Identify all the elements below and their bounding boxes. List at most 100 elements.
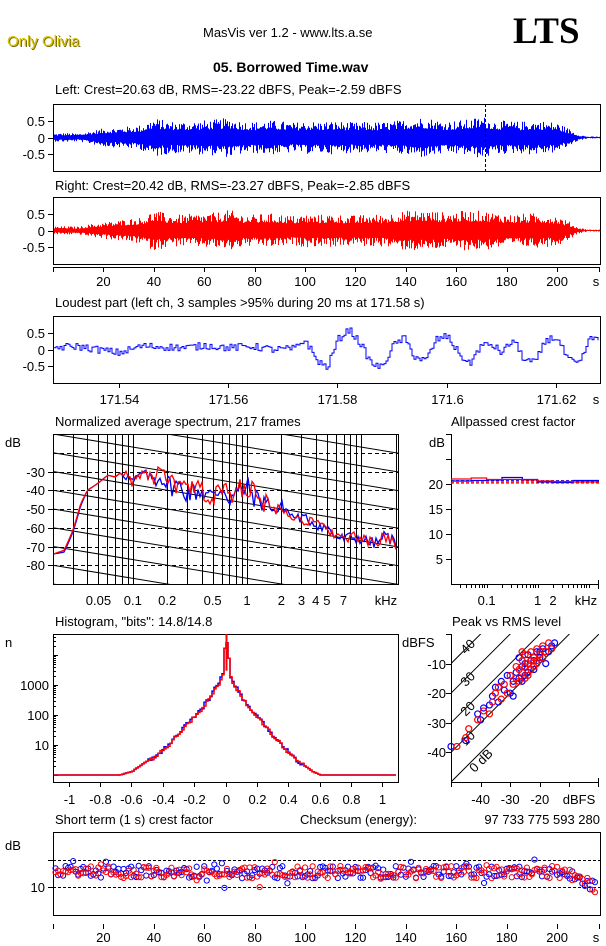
spectrum-frame [53, 434, 399, 585]
short-crest-point-right [564, 872, 571, 879]
short-crest-point-right [307, 871, 314, 878]
right-waveform-title: Right: Crest=20.42 dB, RMS=-23.27 dBFS, … [55, 178, 411, 193]
short-crest-point-left [279, 863, 286, 870]
short-crest-point-right [291, 874, 299, 881]
time-axis-label: 200 [546, 274, 568, 289]
short-crest-point-right [480, 869, 488, 876]
peak-rms-ytick-label: -20 [427, 686, 446, 701]
peak-rms-diag-label: 30 [457, 669, 478, 690]
short-crest-point-right [143, 864, 150, 871]
time-axis-label: 100 [294, 274, 316, 289]
time-axis-label: 80 [247, 274, 261, 289]
left-waveform-frame [53, 104, 601, 172]
peak-rms-ytick-label: -30 [427, 716, 446, 731]
short-crest-point-right [312, 874, 319, 881]
short-crest-point-right [501, 873, 508, 880]
histogram-xtick-label: 0.2 [248, 792, 266, 807]
peak-rms-point-left [530, 665, 538, 674]
short-crest-point-right [70, 866, 77, 873]
peak-rms-xtick-label: -40 [471, 792, 490, 807]
spectrum-xtick-label: 7 [340, 593, 347, 608]
histogram-xtick-label: 0.8 [342, 792, 360, 807]
short-crest-ylabel: dB [5, 838, 21, 853]
short-crest-point-left [70, 858, 77, 865]
short-crest-point-right [493, 863, 500, 870]
short-crest-point-right [483, 862, 490, 869]
crest-title: Allpassed crest factor [451, 414, 576, 429]
short-crest-point-right [574, 873, 581, 880]
loudest-axis-label: 171.58 [318, 392, 358, 407]
short-crest-point-right [395, 868, 402, 875]
histogram-xtick-label: 0.4 [279, 792, 297, 807]
short-crest-point-right [165, 870, 173, 877]
short-crest-point-right [364, 864, 372, 872]
short-crest-point-right [438, 874, 445, 882]
loudest-axis-label: 171.56 [209, 392, 249, 407]
short-crest-point-right [473, 874, 480, 882]
peak-rms-point-right [488, 698, 497, 706]
loudest-part-ytick-label: 0.5 [27, 326, 45, 341]
short-crest-point-right [112, 871, 120, 878]
short-crest-xtick-label: 160 [445, 930, 467, 945]
short-crest-point-right [327, 863, 334, 870]
short-crest-point-right [301, 864, 309, 871]
lts-logo: LTS [513, 11, 580, 52]
short-crest-point-right [475, 867, 483, 874]
histogram-series-right [54, 642, 396, 776]
short-crest-point-left [307, 868, 314, 875]
short-crest-point-right [135, 874, 142, 881]
short-crest-point-right [77, 869, 84, 877]
left-waveform-ytick-label: -0.5 [23, 147, 45, 162]
short-crest-xtick-label: 120 [345, 930, 367, 945]
short-crest-point-right [128, 874, 135, 881]
peak-rms-point-right [533, 657, 541, 665]
time-axis-label: 20 [96, 274, 110, 289]
histogram-series-left [54, 642, 396, 776]
crest-series-left [451, 476, 599, 484]
peak-rms-ylabel: dBFS [402, 635, 435, 650]
spectrum-ytick-label: -60 [26, 521, 45, 536]
crest-ylabel: dB [429, 435, 445, 450]
histogram-xtick-label: -0.2 [183, 792, 205, 807]
short-crest-point-right [178, 872, 185, 879]
short-crest-point-right [281, 873, 289, 880]
right-waveform-ytick-label: 0 [38, 224, 45, 239]
histogram-xtick-label: -0.8 [89, 792, 111, 807]
peak-rms-point-right [503, 689, 511, 697]
spectrum-ytick-label: -50 [26, 502, 45, 517]
short-crest-point-right [392, 874, 399, 881]
spectrum-xtick-label: 0.1 [124, 593, 142, 608]
short-crest-point-right [339, 867, 346, 874]
crest-ytick-label: 10 [429, 527, 443, 542]
peak-rms-point-left [477, 716, 485, 724]
short-crest-point-right [428, 867, 435, 874]
time-axis-label: 40 [147, 274, 161, 289]
short-crest-point-right [90, 871, 97, 878]
loudest-part-ytick-label: 0 [38, 343, 45, 358]
short-crest-point-left [218, 860, 225, 867]
time-axis-label: s [593, 274, 600, 289]
spectrum-slope-line [53, 434, 398, 492]
short-crest-point-left [274, 875, 281, 882]
loudest-part-title: Loudest part (left ch, 3 samples >95% du… [55, 295, 425, 310]
peak-rms-point-right [545, 639, 553, 647]
spectrum-slope-line [53, 527, 398, 584]
short-crest-point-right [546, 874, 553, 881]
short-crest-xtick-label: 100 [294, 930, 316, 945]
short-crest-point-right [198, 871, 205, 878]
peak-rms-point-right [515, 677, 523, 685]
short-crest-point-right [448, 863, 455, 870]
peak-rms-point-right [518, 668, 526, 677]
short-crest-point-right [402, 871, 410, 878]
right-waveform-ytick-label: 0.5 [27, 207, 45, 222]
short-crest-point-right [412, 875, 420, 882]
file-name: 05. Borrowed Time.wav [213, 59, 369, 75]
short-crest-point-right [261, 871, 268, 878]
peak-rms-title: Peak vs RMS level [452, 614, 562, 629]
spectrum-grid [53, 434, 398, 584]
spectrum-xtick-label: 5 [323, 593, 330, 608]
loudest-axis-label: 171.62 [537, 392, 577, 407]
right-waveform-signal [54, 210, 600, 251]
right-waveform-frame [53, 197, 601, 265]
